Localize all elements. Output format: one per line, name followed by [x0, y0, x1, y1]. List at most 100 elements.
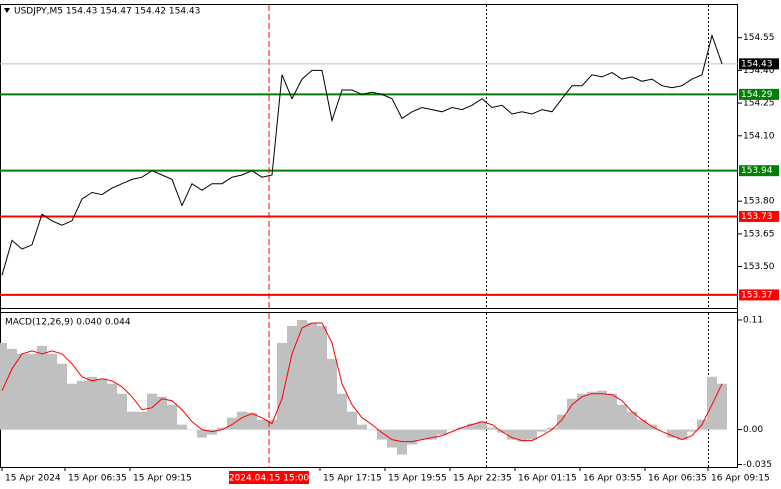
x-tick-label: 16 Apr 09:15	[711, 474, 770, 484]
last-price-label: 154.43	[741, 59, 773, 69]
level-label: 153.94	[741, 166, 773, 176]
histogram-bar	[707, 376, 717, 430]
histogram-bar	[387, 429, 397, 448]
histogram-bar	[277, 342, 287, 430]
histogram-bar	[327, 358, 337, 430]
histogram-bar	[187, 429, 197, 431]
level-label: 153.37	[741, 290, 773, 300]
histogram-bar	[567, 398, 577, 430]
histogram-bar	[7, 348, 17, 430]
x-tick-label: 16 Apr 03:55	[583, 474, 642, 484]
histogram-bar	[627, 411, 637, 430]
histogram-bar	[677, 429, 687, 440]
histogram-bar	[227, 417, 237, 430]
histogram-bar	[257, 419, 267, 430]
histogram-bar	[207, 429, 217, 435]
histogram-bar	[297, 319, 307, 430]
histogram-bar	[237, 411, 247, 430]
histogram-bar	[287, 325, 297, 430]
x-tick-label: 15 Apr 06:35	[68, 474, 127, 484]
histogram-bar	[347, 411, 357, 430]
histogram-bar	[377, 429, 387, 440]
histogram-bar	[107, 383, 117, 430]
x-tick-label: 15 Apr 2024	[5, 474, 61, 484]
y-tick-label: 153.50	[743, 262, 775, 272]
histogram-bar	[127, 411, 137, 430]
histogram-bar	[717, 383, 727, 430]
histogram-bar	[457, 427, 467, 430]
x-tick-label: 15 Apr 19:55	[388, 474, 447, 484]
histogram-bar	[17, 353, 27, 430]
histogram-bar	[577, 393, 587, 430]
indicator-title: MACD(12,26,9) 0.040 0.044	[5, 318, 131, 328]
histogram-bar	[527, 429, 537, 440]
histogram-bar	[557, 414, 567, 430]
symbol-arrow	[4, 8, 10, 13]
histogram-bar	[307, 322, 317, 430]
x-tick-label: 15 Apr 17:15	[323, 474, 382, 484]
histogram-bar	[357, 424, 367, 430]
y-tick-label: 153.65	[743, 229, 775, 239]
histogram-bar	[67, 383, 77, 430]
level-label: 154.29	[741, 90, 773, 100]
histogram-bar	[407, 429, 417, 445]
histogram-bar	[587, 391, 597, 430]
y-tick-label: 153.80	[743, 197, 775, 207]
time-marker-bg	[229, 471, 309, 484]
histogram-bar	[617, 404, 627, 430]
x-tick-label: 15 Apr 22:35	[453, 474, 512, 484]
histogram-bar	[667, 429, 677, 438]
histogram-bar	[597, 390, 607, 430]
histogram-bar	[77, 380, 87, 430]
histogram-bar	[417, 429, 427, 440]
histogram-bar	[367, 429, 377, 431]
histogram-bar	[177, 424, 187, 430]
level-label-bg	[739, 210, 779, 222]
level-label: 153.73	[741, 212, 773, 222]
histogram-bar	[537, 429, 547, 432]
histogram-bar	[517, 429, 527, 442]
histogram-bar	[317, 325, 327, 430]
histogram-bar	[547, 427, 557, 430]
last-price-bg	[739, 58, 779, 70]
histogram-bar	[427, 429, 437, 440]
histogram-bar	[117, 393, 127, 430]
level-label-bg	[739, 289, 779, 301]
histogram-bar	[477, 421, 487, 430]
histogram-bar	[467, 423, 477, 430]
level-label-bg	[739, 88, 779, 100]
x-tick-label: 15 Apr 09:15	[133, 474, 192, 484]
y-tick-label: 154.10	[743, 131, 775, 141]
histogram-bar	[197, 429, 207, 438]
histogram-bar	[507, 429, 517, 440]
histogram-bar	[607, 393, 617, 430]
y-tick-label: 154.55	[743, 33, 775, 43]
histogram-bar	[217, 427, 227, 430]
histogram-bar	[87, 376, 97, 430]
histogram-bar	[37, 345, 47, 430]
histogram-bar	[147, 393, 157, 430]
histogram-bar	[247, 412, 257, 430]
y-tick-label: 154.40	[743, 66, 775, 76]
histogram-bar	[267, 419, 277, 430]
signal-line	[1, 322, 723, 443]
price-line	[1, 33, 723, 276]
time-marker-label: 2024.04.15 15:00	[229, 474, 310, 484]
histogram-bar	[57, 363, 67, 430]
histogram-bar	[687, 429, 697, 432]
histogram-bar	[97, 378, 107, 430]
histogram-bar	[167, 404, 177, 430]
y-tick-label: 154.25	[743, 99, 775, 109]
histogram-bar	[637, 419, 647, 430]
histogram-bar	[337, 393, 347, 430]
histogram-bar	[137, 411, 147, 430]
histogram-bar	[437, 429, 447, 435]
x-tick-label: 16 Apr 06:35	[648, 474, 707, 484]
histogram-bar	[157, 396, 167, 430]
histogram-bar	[47, 353, 57, 430]
x-tick-label: 16 Apr 01:15	[518, 474, 577, 484]
level-label-bg	[739, 165, 779, 177]
histogram-bar	[27, 353, 37, 430]
